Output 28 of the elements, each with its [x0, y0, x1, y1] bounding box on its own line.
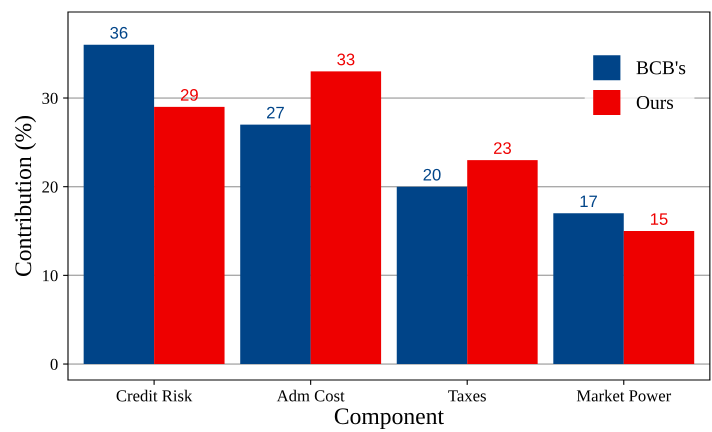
bar — [553, 213, 624, 364]
bar — [84, 44, 154, 364]
y-tick-label: 10 — [43, 270, 58, 282]
data-label: 17 — [580, 196, 597, 208]
x-tick-label: Adm Cost — [276, 390, 345, 402]
bar — [624, 231, 694, 364]
y-tick-label: 30 — [42, 92, 58, 104]
data-label: 23 — [494, 142, 511, 154]
bar — [154, 106, 225, 364]
data-label: 33 — [337, 54, 354, 66]
x-tick-label: Market Power — [576, 390, 672, 402]
data-label: 15 — [650, 213, 668, 225]
bar — [467, 160, 538, 364]
bar — [240, 124, 311, 364]
data-label: 29 — [180, 89, 198, 101]
data-label: 36 — [110, 26, 128, 39]
bar — [310, 71, 382, 364]
x-tick-label: Credit Risk — [116, 390, 192, 402]
data-label: 27 — [267, 106, 284, 118]
legend-label: BCB's — [636, 61, 686, 74]
bar — [396, 186, 468, 364]
x-axis-title: Component — [334, 408, 444, 430]
legend-label: Ours — [636, 96, 674, 110]
x-tick-label: Taxes — [448, 390, 486, 402]
y-tick-label: 0 — [50, 358, 58, 370]
data-label: 20 — [424, 168, 441, 181]
y-axis-title: Contribution (%) — [14, 116, 36, 276]
y-tick-label: 20 — [42, 181, 58, 193]
